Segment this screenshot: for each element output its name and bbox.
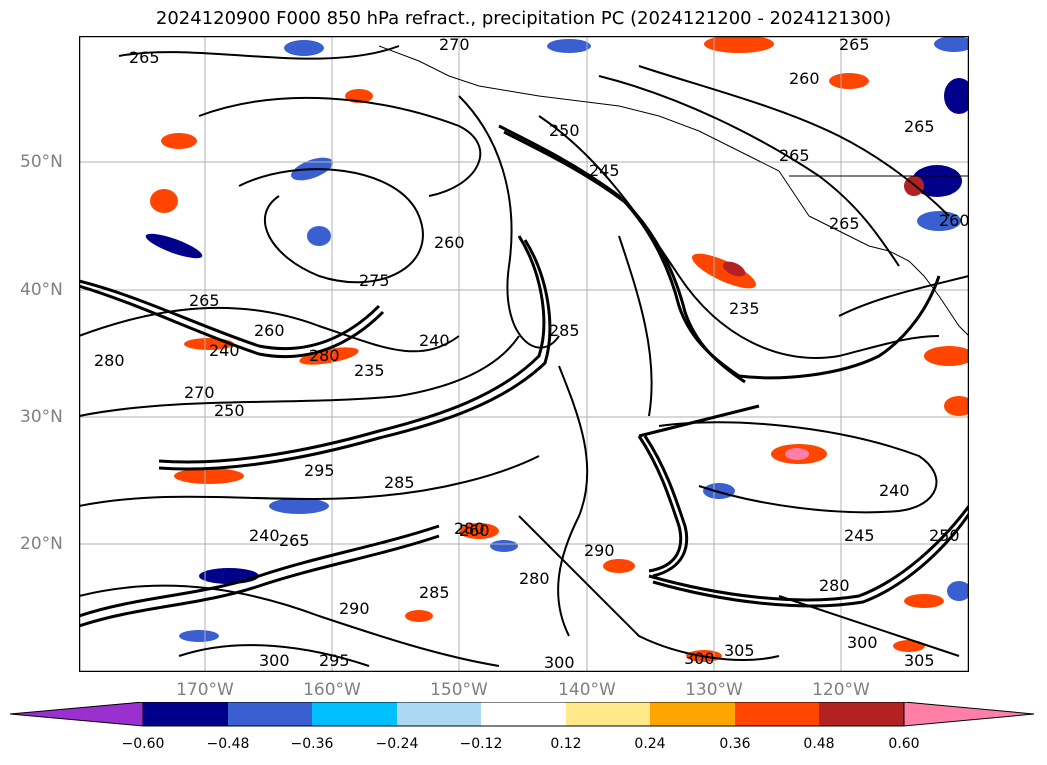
contour-label: 300 <box>544 653 575 672</box>
colorbar-segment <box>735 702 819 726</box>
contour-label: 240 <box>879 481 910 500</box>
graticule <box>79 36 969 672</box>
contour-label: 260 <box>459 521 490 540</box>
contour-label: 245 <box>844 526 875 545</box>
lat-label: 50°N <box>20 152 63 172</box>
contour-label: 245 <box>589 161 620 180</box>
contour-label: 305 <box>724 641 755 660</box>
lat-label: 30°N <box>20 407 63 427</box>
contour-label: 260 <box>789 69 820 88</box>
colorbar-tick: 0.36 <box>719 736 751 752</box>
contour-label: 285 <box>384 473 415 492</box>
contour-label: 265 <box>839 36 870 54</box>
lon-label: 140°W <box>558 680 616 700</box>
colorbar-tick: −0.60 <box>121 736 165 752</box>
colorbar <box>10 702 1035 727</box>
contour-label: 265 <box>779 146 810 165</box>
contour-label: 235 <box>354 361 385 380</box>
contours-thick <box>79 124 969 628</box>
colorbar-tick: 0.24 <box>634 736 666 752</box>
lon-label: 170°W <box>176 680 234 700</box>
colorbar-segment <box>903 702 1035 727</box>
lat-label: 40°N <box>20 280 63 300</box>
contour-label: 280 <box>454 519 485 538</box>
colorbar-segment <box>650 702 735 726</box>
colorbar-tick: −0.36 <box>290 736 334 752</box>
contour-label: 260 <box>939 211 969 230</box>
colorbar-tick: 0.48 <box>803 736 835 752</box>
lat-label: 20°N <box>20 534 63 554</box>
map-frame <box>79 36 969 672</box>
contour-label: 265 <box>129 48 160 67</box>
contour-label: 285 <box>419 583 450 602</box>
contour-label: 305 <box>904 651 935 670</box>
contour-label: 265 <box>904 117 935 136</box>
contour-label: 260 <box>254 321 285 340</box>
colorbar-segment <box>228 702 312 726</box>
colorbar-segment <box>143 702 228 726</box>
lon-label: 160°W <box>303 680 361 700</box>
colorbar-tick: −0.24 <box>375 736 419 752</box>
contour-label: 280 <box>94 351 125 370</box>
contour-label: 290 <box>339 599 370 618</box>
contour-label: 250 <box>929 526 960 545</box>
colorbar-tick: 0.60 <box>888 736 920 752</box>
colorbar-segment <box>397 702 481 726</box>
contour-label: 270 <box>184 383 215 402</box>
contour-label: 270 <box>439 36 470 54</box>
contour-label: 240 <box>209 341 240 360</box>
contour-label: 280 <box>819 576 850 595</box>
contour-label: 240 <box>249 526 280 545</box>
lon-label: 130°W <box>685 680 743 700</box>
contour-label: 250 <box>214 401 245 420</box>
contour-label: 265 <box>279 531 310 550</box>
contour-label: 275 <box>359 271 390 290</box>
lon-label: 120°W <box>812 680 870 700</box>
contours-thin <box>79 45 969 667</box>
contour-label: 235 <box>729 299 760 318</box>
lon-label: 150°W <box>430 680 488 700</box>
contour-label: 265 <box>829 214 860 233</box>
map-title: 2024120900 F000 850 hPa refract., precip… <box>155 8 892 29</box>
contour-label: 280 <box>309 346 340 365</box>
colorbar-tick: −0.48 <box>206 736 250 752</box>
contour-label: 240 <box>419 331 450 350</box>
contour-label: 300 <box>684 649 715 668</box>
precip-shading <box>145 36 969 662</box>
contour-label: 290 <box>584 541 615 560</box>
colorbar-segment <box>819 702 904 726</box>
contour-label: 250 <box>549 121 580 140</box>
colorbar-tick: 0.12 <box>550 736 582 752</box>
map-panel: 265 270 250 245 265 260 265 265 260 265 … <box>79 36 969 672</box>
contour-label: 280 <box>519 569 550 588</box>
contour-labels: 265 270 250 245 265 260 265 265 260 265 … <box>94 36 969 672</box>
colorbar-segment <box>481 702 566 726</box>
colorbar-segment <box>10 702 144 727</box>
colorbar-tick: −0.12 <box>459 736 503 752</box>
colorbar-segment <box>566 702 650 726</box>
colorbar-segment <box>312 702 397 726</box>
contour-label: 295 <box>304 461 335 480</box>
contour-label: 265 <box>189 291 220 310</box>
contour-label: 295 <box>319 651 350 670</box>
contour-label: 260 <box>434 233 465 252</box>
contour-label: 300 <box>847 633 878 652</box>
contour-label: 300 <box>259 651 290 670</box>
contour-label: 285 <box>549 321 580 340</box>
